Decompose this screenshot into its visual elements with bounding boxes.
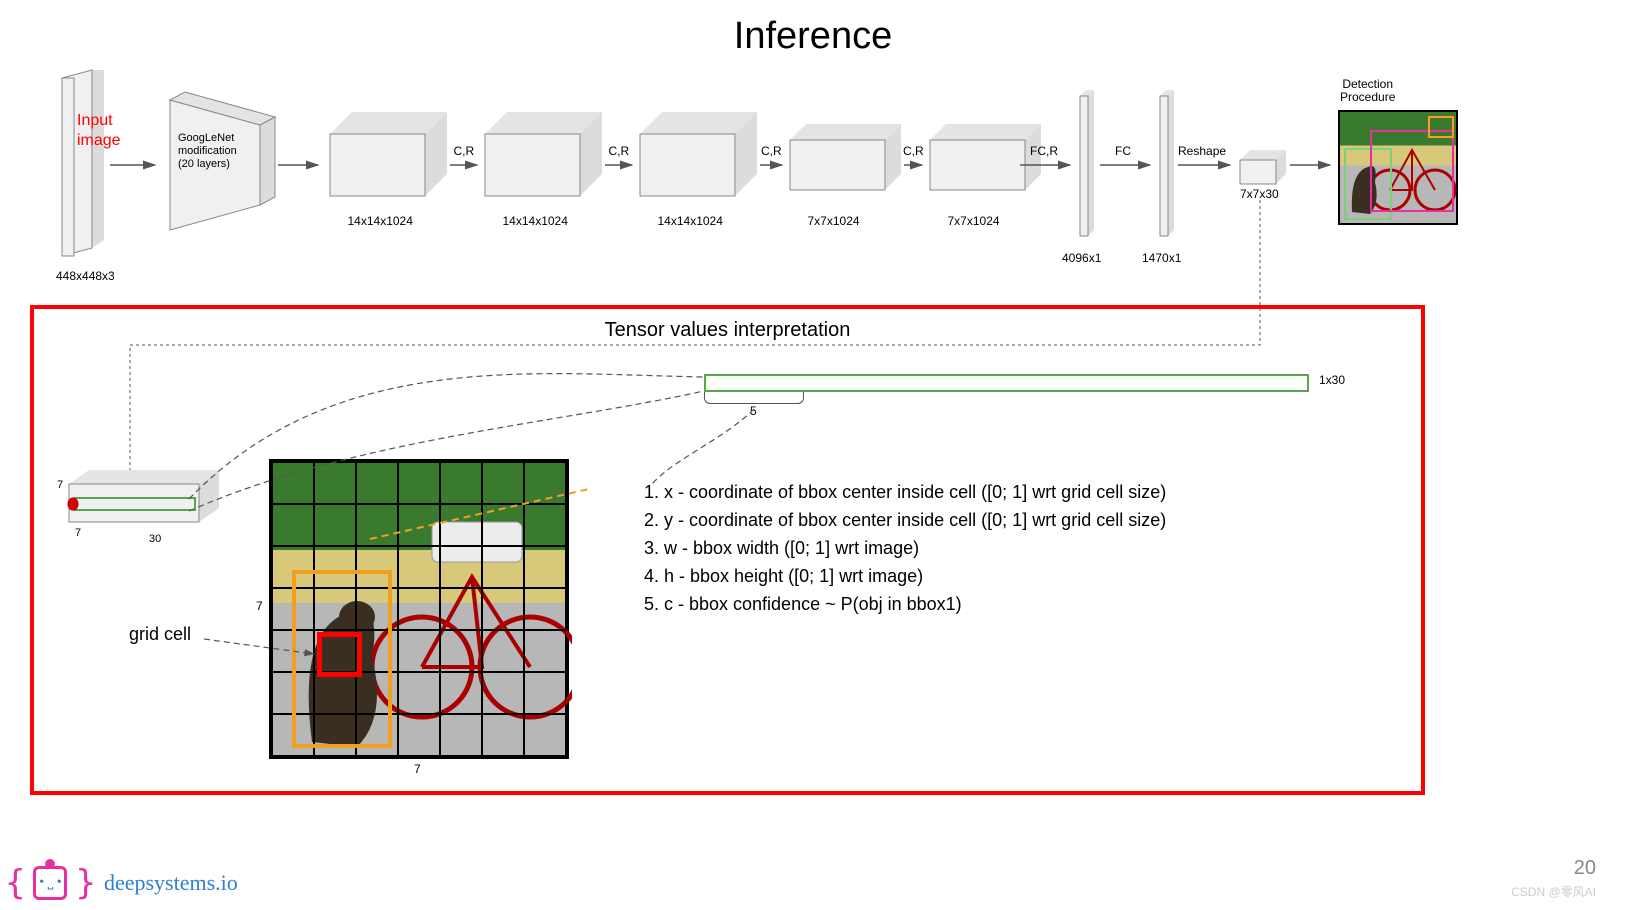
arrow-label-2: C,R	[454, 144, 475, 158]
arrow-label-8: Reshape	[1178, 144, 1226, 158]
arrow-label-4: C,R	[761, 144, 782, 158]
arrow-label-3: C,R	[609, 144, 630, 158]
grid-cell	[524, 672, 566, 714]
tensor-bar-label: 1x30	[1319, 373, 1345, 387]
grid-cell	[272, 504, 314, 546]
block-label-5: 7x7x1024	[808, 214, 860, 228]
block-label-2: 14x14x1024	[348, 214, 414, 228]
block-label-0: 448x448x3	[56, 269, 115, 283]
grid-cell	[398, 714, 440, 756]
grid-cell-label: grid cell	[129, 624, 191, 645]
grid-cell	[440, 672, 482, 714]
block-label-7: 4096x1	[1062, 251, 1102, 265]
grid-cell	[440, 504, 482, 546]
bracket-5-label: 5	[750, 404, 757, 418]
grid-cell	[314, 504, 356, 546]
input-image-label2: image	[77, 132, 121, 149]
page-number: 20	[1574, 857, 1596, 880]
grid-cell	[482, 630, 524, 672]
grid-cell	[482, 714, 524, 756]
grid-cell	[440, 462, 482, 504]
grid-cell	[440, 588, 482, 630]
explain-item: h - bbox height ([0; 1] wrt image)	[664, 563, 1166, 591]
grid-cell	[398, 546, 440, 588]
grid-cell	[398, 504, 440, 546]
grid-cell	[440, 714, 482, 756]
grid-cell	[356, 504, 398, 546]
brace-right-icon: }	[75, 866, 95, 900]
block-label-8: 1470x1	[1142, 251, 1182, 265]
grid-cell	[398, 588, 440, 630]
grid-7-left-label: 7	[256, 599, 263, 613]
footer-brand: { • ⎵ • } deepsystems.io	[5, 866, 238, 900]
grid-cell	[314, 462, 356, 504]
svg-text:7: 7	[75, 527, 81, 539]
arrow-label-6: FC,R	[1030, 144, 1058, 158]
explain-item: w - bbox width ([0; 1] wrt image)	[664, 535, 1166, 563]
grid-cell	[440, 630, 482, 672]
grid-cell	[524, 630, 566, 672]
arrow-label-5: C,R	[903, 144, 924, 158]
grid-cell	[482, 588, 524, 630]
dashed-bracket-to-list	[652, 409, 754, 484]
explain-item: x - coordinate of bbox center inside cel…	[664, 479, 1166, 507]
input-image-label: Input	[77, 112, 113, 129]
grid-cell	[356, 462, 398, 504]
grid-cell	[482, 672, 524, 714]
page-title: Inference	[734, 15, 892, 58]
grid-cell	[398, 672, 440, 714]
grid-cell	[482, 462, 524, 504]
grid-cell	[524, 462, 566, 504]
grid-cell	[524, 546, 566, 588]
block-4096	[1080, 90, 1094, 236]
grid-cell	[482, 504, 524, 546]
grid-cell	[524, 714, 566, 756]
detection-output-image	[1338, 110, 1458, 225]
explain-item: c - bbox confidence ~ P(obj in bbox1)	[664, 591, 1166, 619]
grid-cell	[272, 462, 314, 504]
grid-cell	[524, 504, 566, 546]
detection-bbox	[1370, 130, 1454, 212]
block-label-9: 7x7x30	[1240, 187, 1279, 201]
tensor-explain-list: x - coordinate of bbox center inside cel…	[624, 479, 1166, 618]
svg-text:7: 7	[57, 479, 63, 491]
footer-brand-text: deepsystems.io	[104, 870, 238, 896]
detection-bbox	[1428, 116, 1454, 138]
block-label-6: 7x7x1024	[948, 214, 1000, 228]
explain-item: y - coordinate of bbox center inside cel…	[664, 507, 1166, 535]
block-1470	[1160, 90, 1174, 236]
arrow-label-7: FC	[1115, 144, 1131, 158]
brace-left-icon: {	[5, 866, 25, 900]
svg-text:30: 30	[149, 533, 161, 545]
grid-cell	[524, 588, 566, 630]
bracket-5	[704, 392, 804, 404]
detection-procedure-label: DetectionProcedure	[1340, 78, 1395, 104]
grid-cell	[482, 546, 524, 588]
grid-cell	[398, 462, 440, 504]
grid-7-bottom-label: 7	[414, 762, 421, 776]
grid-cell	[440, 546, 482, 588]
block-label-3: 14x14x1024	[503, 214, 569, 228]
tensor-bar-1x30	[704, 374, 1309, 392]
block-7x7x30	[1240, 150, 1286, 184]
tensor-interpretation-panel: Tensor values interpretation 1x30 5 x - …	[30, 305, 1425, 795]
small-tensor-7x7x30: 7 7 30	[59, 464, 229, 569]
googlenet-text: GoogLeNetmodification(20 layers)	[178, 132, 258, 172]
red-selected-cell	[317, 632, 362, 677]
grid-image	[269, 459, 569, 759]
block-input	[62, 70, 104, 256]
grid-cell	[398, 630, 440, 672]
robot-icon: • ⎵ •	[33, 866, 67, 900]
block-label-4: 14x14x1024	[658, 214, 724, 228]
watermark: CSDN @零风AI	[1511, 883, 1596, 900]
tensor-section-title: Tensor values interpretation	[605, 319, 851, 342]
